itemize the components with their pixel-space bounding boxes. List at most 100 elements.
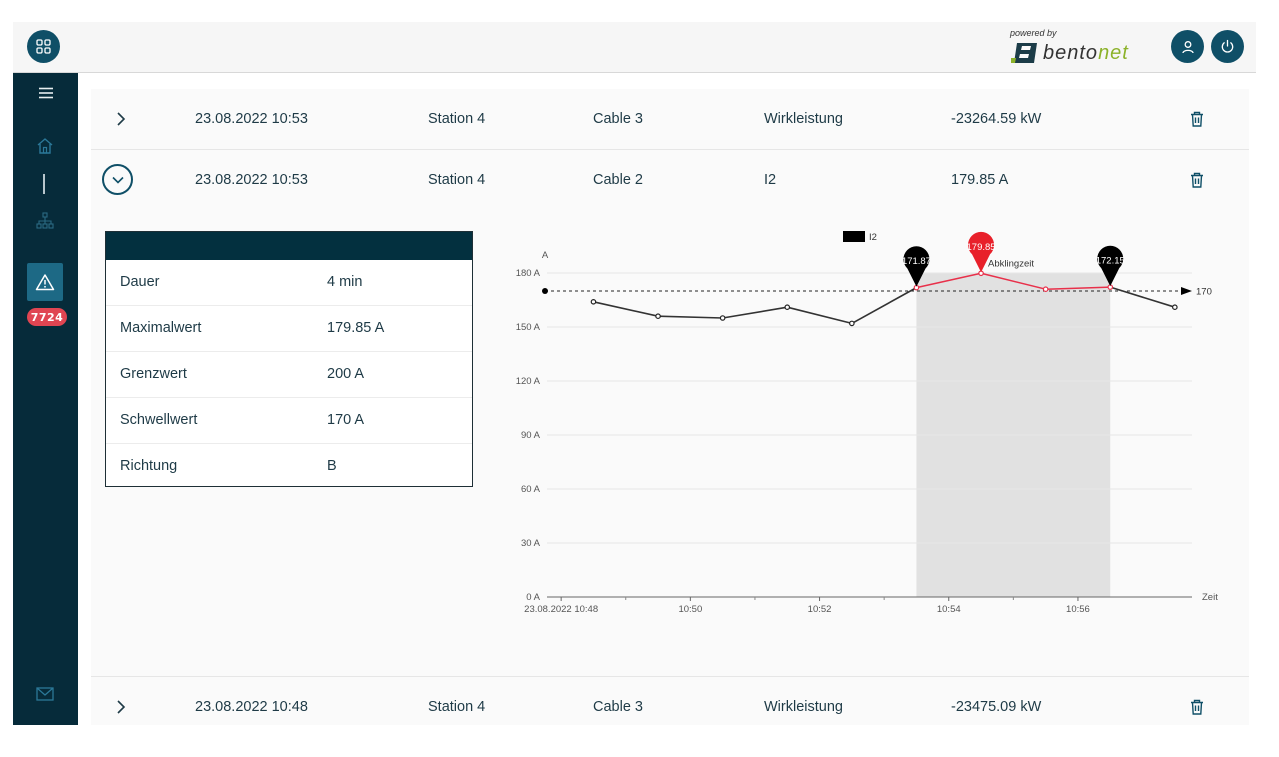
data-point bbox=[849, 320, 855, 327]
row-measure: Wirkleistung bbox=[764, 699, 843, 715]
chevron-down-icon bbox=[111, 176, 124, 184]
series-segment bbox=[916, 272, 982, 289]
delete-icon[interactable] bbox=[1188, 171, 1206, 189]
top-bar: powered by bentonet bbox=[13, 22, 1256, 73]
series-segment bbox=[593, 301, 659, 317]
x-axis-title: Zeit bbox=[1202, 592, 1218, 603]
row-station: Station 4 bbox=[428, 699, 486, 715]
y-tick-label: 0 A bbox=[526, 592, 540, 603]
collapse-button[interactable] bbox=[102, 164, 133, 195]
y-tick-label: 90 A bbox=[521, 430, 541, 441]
detail-row: Richtung B bbox=[106, 444, 472, 489]
row-value: -23264.59 kW bbox=[951, 111, 1042, 127]
row-station: Station 4 bbox=[428, 172, 486, 188]
series-segment bbox=[1110, 286, 1176, 308]
row-datetime: 23.08.2022 10:53 bbox=[195, 111, 308, 127]
table-row[interactable]: 23.08.2022 10:53 Station 4 Cable 3 Wirkl… bbox=[91, 89, 1249, 150]
brand-wordmark: bentonet bbox=[1043, 42, 1129, 65]
legend-label: I2 bbox=[869, 232, 877, 243]
sidebar-item-alerts[interactable] bbox=[27, 263, 63, 301]
series-segment bbox=[980, 272, 1046, 290]
alarm-detail-panel: Dauer 4 min Maximalwert 179.85 A Grenzwe… bbox=[91, 210, 1249, 677]
x-tick-label: 23.08.2022 10:48 bbox=[524, 604, 598, 615]
user-icon bbox=[1181, 40, 1194, 53]
detail-table: Dauer 4 min Maximalwert 179.85 A Grenzwe… bbox=[105, 231, 473, 487]
x-tick-label: 10:54 bbox=[937, 604, 961, 615]
expand-button[interactable] bbox=[109, 107, 133, 131]
logout-button[interactable] bbox=[1211, 30, 1244, 63]
peak-marker bbox=[1097, 245, 1124, 287]
peak-marker-label: 171.87 bbox=[902, 256, 931, 267]
y-tick-label: 60 A bbox=[521, 484, 541, 495]
current-chart: 0 A 30 A 60 A 90 A 120 A 150 A 180 A 23.08.2022… bbox=[516, 231, 1218, 615]
app-frame: powered by bentonet bbox=[13, 22, 1256, 725]
hamburger-icon bbox=[39, 87, 53, 99]
peak-marker-label: 172.15 bbox=[1096, 256, 1125, 267]
detail-value: 200 A bbox=[327, 366, 365, 382]
y-tick-label: 180 A bbox=[516, 268, 541, 279]
data-point bbox=[590, 299, 597, 305]
y-tick-label: 150 A bbox=[516, 322, 541, 333]
data-point bbox=[1172, 304, 1178, 311]
home-icon bbox=[37, 138, 53, 154]
apps-grid-button[interactable] bbox=[27, 30, 60, 63]
warning-icon bbox=[35, 274, 55, 291]
detail-label: Richtung bbox=[120, 458, 178, 474]
alert-count-badge: 7724 bbox=[27, 308, 67, 326]
series-segment bbox=[851, 286, 917, 325]
detail-label: Dauer bbox=[120, 274, 160, 290]
alarm-list: 23.08.2022 10:53 Station 4 Cable 3 Wirkl… bbox=[91, 89, 1249, 725]
menu-button[interactable] bbox=[37, 85, 55, 101]
detail-row: Schwellwert 170 A bbox=[106, 398, 472, 444]
row-datetime: 23.08.2022 10:48 bbox=[195, 699, 308, 715]
row-cable: Cable 3 bbox=[593, 111, 643, 127]
delete-icon[interactable] bbox=[1188, 698, 1206, 716]
series-segment bbox=[1045, 286, 1111, 290]
series-segment bbox=[658, 315, 723, 319]
y-tick-label: 120 A bbox=[516, 376, 541, 387]
chevron-right-icon bbox=[117, 700, 126, 714]
sidebar: 7724 bbox=[13, 73, 78, 725]
legend-swatch bbox=[843, 231, 865, 242]
sidebar-divider bbox=[43, 174, 45, 194]
detail-row: Dauer 4 min bbox=[106, 260, 472, 306]
delete-icon[interactable] bbox=[1188, 110, 1206, 128]
threshold-start-dot bbox=[542, 288, 548, 294]
user-button[interactable] bbox=[1171, 30, 1204, 63]
row-cable: Cable 3 bbox=[593, 699, 643, 715]
x-tick-label: 10:56 bbox=[1066, 604, 1090, 615]
detail-label: Grenzwert bbox=[120, 366, 187, 382]
table-row[interactable]: 23.08.2022 10:48 Station 4 Cable 3 Wirkl… bbox=[91, 677, 1249, 725]
network-tree-icon bbox=[36, 212, 54, 229]
bentonet-logo: powered by bentonet bbox=[1009, 28, 1159, 68]
sidebar-item-network[interactable] bbox=[35, 211, 55, 231]
detail-label: Maximalwert bbox=[120, 320, 202, 336]
series-segment bbox=[787, 306, 853, 325]
power-icon bbox=[1221, 39, 1234, 53]
chevron-right-icon bbox=[117, 112, 126, 126]
peak-marker bbox=[968, 231, 995, 273]
detail-row: Maximalwert 179.85 A bbox=[106, 306, 472, 352]
sidebar-item-messages[interactable] bbox=[35, 685, 55, 703]
x-tick-label: 10:52 bbox=[808, 604, 832, 615]
mail-icon bbox=[36, 687, 54, 701]
row-value: -23475.09 kW bbox=[951, 699, 1042, 715]
series-segment bbox=[722, 306, 788, 319]
data-point bbox=[1042, 286, 1049, 293]
bentonet-mark-icon bbox=[1011, 43, 1037, 63]
expand-button[interactable] bbox=[109, 695, 133, 719]
peak-marker-label: 179.85 bbox=[967, 242, 996, 253]
y-tick-label: 30 A bbox=[521, 538, 541, 549]
detail-label: Schwellwert bbox=[120, 412, 198, 428]
data-point bbox=[719, 315, 726, 321]
brand-accent-text: net bbox=[1098, 42, 1129, 64]
sidebar-item-home[interactable] bbox=[35, 136, 55, 156]
row-datetime: 23.08.2022 10:53 bbox=[195, 172, 308, 188]
detail-value: 179.85 A bbox=[327, 320, 385, 336]
row-measure: I2 bbox=[764, 172, 777, 188]
row-measure: Wirkleistung bbox=[764, 111, 843, 127]
threshold-arrow bbox=[1181, 287, 1192, 295]
y-axis-title: A bbox=[542, 250, 549, 261]
powered-by-text: powered by bbox=[1010, 28, 1057, 38]
table-row[interactable]: 23.08.2022 10:53 Station 4 Cable 2 I2 17… bbox=[91, 150, 1249, 211]
